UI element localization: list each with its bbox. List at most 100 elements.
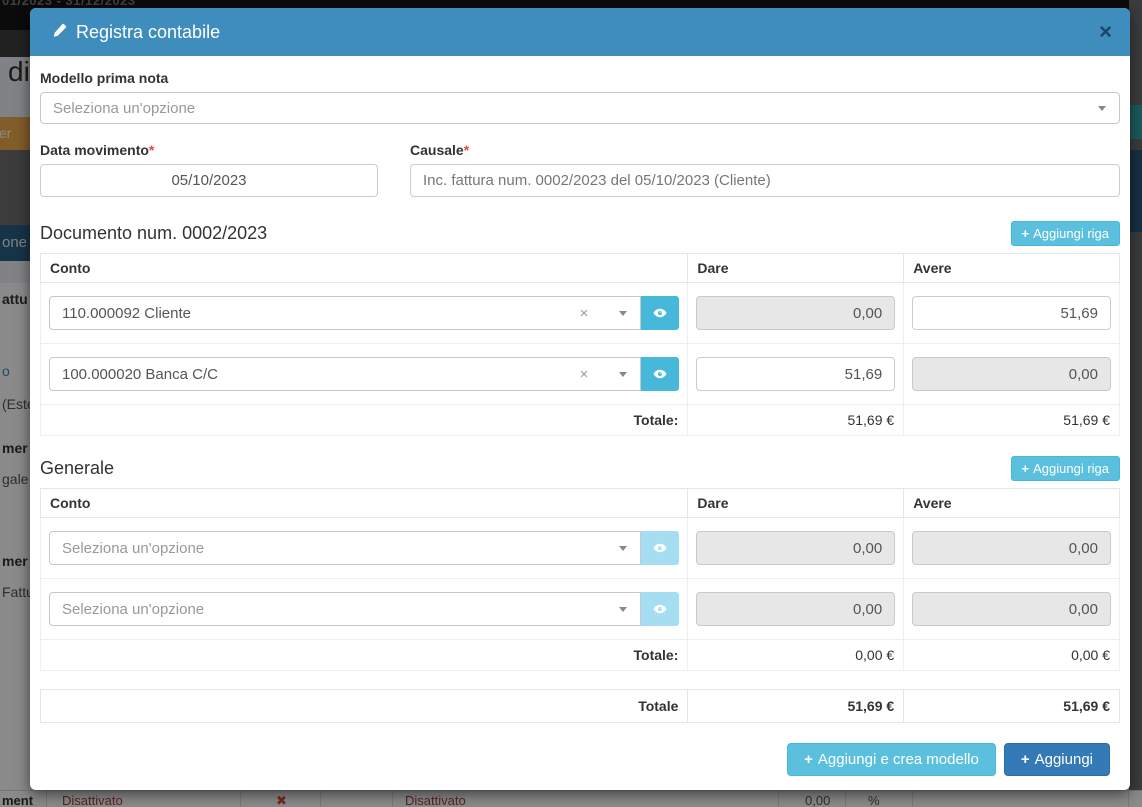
- column-header-avere: Avere: [903, 253, 1120, 283]
- generale-add-row-button[interactable]: + Aggiungi riga: [1010, 456, 1120, 481]
- plus-icon: +: [804, 751, 813, 768]
- modello-select[interactable]: Seleziona un'opzione: [40, 92, 1120, 124]
- conto-select-group: 100.000020 Banca C/C ×: [49, 357, 680, 391]
- documento-section-header: Documento num. 0002/2023 + Aggiungi riga: [40, 221, 1120, 246]
- avere-input[interactable]: [912, 296, 1111, 330]
- generale-table: Conto Dare Avere Seleziona un'opzione: [39, 488, 1120, 671]
- conto-select-group: Seleziona un'opzione: [49, 531, 680, 565]
- required-asterisk: *: [463, 142, 470, 158]
- documento-table-header-row: Conto Dare Avere: [39, 253, 1120, 283]
- column-header-avere: Avere: [903, 488, 1120, 518]
- avere-input: [912, 531, 1111, 565]
- chevron-down-icon: [619, 372, 628, 377]
- grand-total-avere: 51,69 €: [903, 689, 1120, 723]
- background-fragment-fattu: Fattu: [2, 584, 34, 600]
- plus-icon: +: [1021, 226, 1030, 241]
- documento-section-title: Documento num. 0002/2023: [40, 223, 268, 243]
- data-movimento-label: Data movimento*: [40, 142, 155, 158]
- background-daterange: 01/2023 - 31/12/2023: [2, 0, 136, 8]
- generale-section-title: Generale: [40, 458, 115, 478]
- generale-table-header-row: Conto Dare Avere: [39, 488, 1120, 518]
- documento-total-dare: 51,69 €: [687, 404, 905, 436]
- background-bottom-fragment: ment: [2, 793, 34, 807]
- column-header-conto: Conto: [39, 488, 689, 518]
- close-icon[interactable]: ×: [1099, 19, 1112, 44]
- causale-label: Causale*: [410, 142, 470, 158]
- modal-header: Registra contabile ×: [30, 8, 1130, 56]
- generale-row-1: Seleziona un'opzione: [39, 517, 1120, 579]
- background-fragment-link: o: [2, 363, 10, 379]
- documento-total-row: Totale: 51,69 € 51,69 €: [39, 404, 1120, 436]
- generale-total-label: Totale:: [39, 639, 689, 671]
- conto-placeholder: Seleziona un'opzione: [62, 539, 205, 557]
- conto-selected-value: 110.000092 Cliente: [62, 304, 191, 322]
- chevron-down-icon: [619, 607, 628, 612]
- background-fragment-legale: gale: [2, 471, 29, 487]
- generale-total-dare: 0,00 €: [687, 639, 905, 671]
- background-fragment-fattura: attu: [2, 291, 28, 307]
- modal-title-text: Registra contabile: [76, 21, 221, 42]
- conto-select[interactable]: 110.000092 Cliente ×: [49, 296, 642, 330]
- dare-input: [696, 296, 896, 330]
- background-heading-fragment: di: [8, 56, 30, 87]
- eye-icon: [653, 369, 667, 379]
- generale-total-avere: 0,00 €: [903, 639, 1120, 671]
- documento-row-2: 100.000020 Banca C/C ×: [39, 343, 1120, 405]
- chevron-down-icon: [619, 311, 628, 316]
- documento-add-row-button[interactable]: + Aggiungi riga: [1010, 221, 1120, 246]
- generale-total-row: Totale: 0,00 € 0,00 €: [39, 639, 1120, 671]
- chevron-down-icon: [619, 546, 628, 551]
- modal-footer: + Aggiungi e crea modello + Aggiungi: [40, 723, 1120, 776]
- conto-select-group: 110.000092 Cliente ×: [49, 296, 680, 330]
- plus-icon: +: [1021, 461, 1030, 476]
- documento-row-1: 110.000092 Cliente ×: [39, 282, 1120, 344]
- grand-total-table: Totale 51,69 € 51,69 €: [39, 689, 1120, 723]
- modello-label: Modello prima nota: [40, 70, 169, 86]
- date-causale-row: Data movimento* Causale*: [40, 142, 1120, 197]
- clear-selection-icon[interactable]: ×: [579, 365, 589, 383]
- background-status-disattivato-2: Disattivato: [405, 793, 466, 807]
- background-status-disattivato-1: Disattivato: [62, 793, 123, 807]
- conto-select[interactable]: Seleziona un'opzione: [49, 531, 642, 565]
- causale-input[interactable]: [410, 164, 1120, 197]
- eye-icon: [653, 308, 667, 318]
- grand-total-dare: 51,69 €: [687, 689, 905, 723]
- background-fragment-estero: (Este: [2, 396, 35, 412]
- dare-input: [696, 531, 896, 565]
- column-header-dare: Dare: [687, 488, 905, 518]
- background-x-icon: ✖: [276, 793, 287, 807]
- conto-select[interactable]: 100.000020 Banca C/C ×: [49, 357, 642, 391]
- pencil-icon: [52, 22, 67, 43]
- modal-body: Modello prima nota Seleziona un'opzione …: [30, 56, 1130, 776]
- eye-button[interactable]: [641, 357, 680, 391]
- plus-icon: +: [1020, 751, 1030, 768]
- conto-placeholder: Seleziona un'opzione: [62, 600, 205, 618]
- eye-icon: [653, 543, 667, 553]
- avere-input: [912, 357, 1111, 391]
- documento-table: Conto Dare Avere 110.000092 Cliente ×: [39, 253, 1120, 436]
- column-header-dare: Dare: [687, 253, 905, 283]
- data-movimento-group: Data movimento*: [40, 142, 378, 197]
- conto-select[interactable]: Seleziona un'opzione: [49, 592, 642, 626]
- dare-input: [696, 592, 896, 626]
- aggiungi-e-crea-modello-button[interactable]: + Aggiungi e crea modello: [787, 743, 996, 776]
- clear-selection-icon[interactable]: ×: [579, 304, 589, 322]
- background-value: 0,00: [805, 793, 831, 807]
- modello-placeholder: Seleziona un'opzione: [53, 99, 196, 117]
- eye-button-disabled: [641, 592, 680, 626]
- data-movimento-input[interactable]: [40, 164, 378, 197]
- modal-title: Registra contabile: [52, 22, 220, 43]
- registra-contabile-modal: Registra contabile × Modello prima nota …: [30, 8, 1130, 790]
- modello-field-group: Modello prima nota Seleziona un'opzione: [40, 70, 1120, 124]
- documento-total-avere: 51,69 €: [903, 404, 1120, 436]
- dare-input[interactable]: [696, 357, 896, 391]
- generale-row-2: Seleziona un'opzione: [39, 578, 1120, 640]
- conto-select-group: Seleziona un'opzione: [49, 592, 680, 626]
- eye-button[interactable]: [641, 296, 680, 330]
- generale-section-header: Generale + Aggiungi riga: [40, 456, 1120, 481]
- eye-icon: [653, 604, 667, 614]
- required-asterisk: *: [148, 142, 155, 158]
- background-bottom-table-row: ment Disattivato ✖ Disattivato 0,00 %: [0, 790, 1142, 807]
- conto-selected-value: 100.000020 Banca C/C: [62, 365, 218, 383]
- aggiungi-button[interactable]: + Aggiungi: [1003, 743, 1110, 776]
